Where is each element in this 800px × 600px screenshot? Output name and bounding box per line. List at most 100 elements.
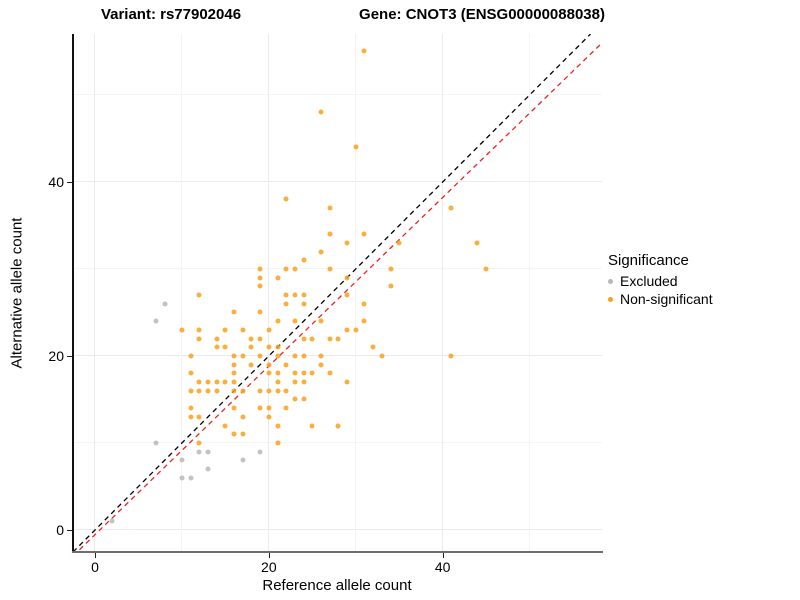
scatter-point-non-significant <box>231 379 237 385</box>
x-gridline <box>442 34 444 552</box>
scatter-point-non-significant <box>301 301 307 307</box>
x-axis-label: Reference allele count <box>262 577 412 594</box>
y-tick-label: 20 <box>48 347 64 364</box>
scatter-point-non-significant <box>205 388 211 394</box>
scatter-point-excluded <box>153 318 159 324</box>
reference-lines-layer <box>73 34 602 552</box>
scatter-point-non-significant <box>292 266 298 272</box>
scatter-point-non-significant <box>257 309 263 315</box>
scatter-point-non-significant <box>344 327 350 333</box>
scatter-point-non-significant <box>188 405 194 411</box>
scatter-point-non-significant <box>275 370 281 376</box>
x-axis-line <box>72 551 603 553</box>
x-tick <box>94 553 97 558</box>
y-tick-label: 0 <box>56 521 64 538</box>
excluded-point-icon <box>608 278 613 284</box>
scatter-point-non-significant <box>361 231 367 237</box>
scatter-point-non-significant <box>266 344 272 350</box>
y-gridline <box>73 181 602 183</box>
scatter-point-non-significant <box>283 362 289 368</box>
scatter-point-non-significant <box>388 266 394 272</box>
scatter-point-non-significant <box>327 336 333 342</box>
scatter-point-non-significant <box>266 405 272 411</box>
scatter-point-non-significant <box>292 353 298 359</box>
scatter-point-excluded <box>162 301 168 307</box>
gene-title: Gene: CNOT3 (ENSG00000088038) <box>359 6 605 23</box>
scatter-point-non-significant <box>361 318 367 324</box>
scatter-point-non-significant <box>257 283 263 289</box>
scatter-point-non-significant <box>240 353 246 359</box>
scatter-point-non-significant <box>483 266 489 272</box>
scatter-point-non-significant <box>196 388 202 394</box>
scatter-point-non-significant <box>309 423 315 429</box>
scatter-point-non-significant <box>240 327 246 333</box>
y-gridline <box>73 442 602 444</box>
scatter-point-non-significant <box>448 205 454 211</box>
scatter-point-non-significant <box>275 440 281 446</box>
scatter-point-non-significant <box>344 292 350 298</box>
y-tick <box>67 181 72 184</box>
scatter-point-non-significant <box>396 240 402 246</box>
x-gridline <box>268 34 270 552</box>
scatter-point-excluded <box>205 466 211 472</box>
scatter-point-non-significant <box>292 396 298 402</box>
scatter-point-non-significant <box>283 301 289 307</box>
scatter-point-non-significant <box>231 362 237 368</box>
y-axis-label: Alternative allele count <box>8 217 26 369</box>
y-gridline <box>73 268 602 270</box>
legend-item-label: Non-significant <box>620 291 713 307</box>
scatter-point-non-significant <box>214 388 220 394</box>
scatter-point-non-significant <box>361 48 367 54</box>
scatter-point-non-significant <box>301 336 307 342</box>
scatter-point-non-significant <box>275 275 281 281</box>
scatter-point-non-significant <box>327 205 333 211</box>
scatter-point-non-significant <box>318 353 324 359</box>
scatter-point-non-significant <box>275 379 281 385</box>
scatter-point-non-significant <box>188 388 194 394</box>
scatter-point-non-significant <box>327 231 333 237</box>
scatter-point-non-significant <box>266 362 272 368</box>
x-tick-label: 40 <box>434 559 451 575</box>
scatter-point-non-significant <box>353 144 359 150</box>
scatter-point-non-significant <box>309 370 315 376</box>
scatter-point-excluded <box>257 449 263 455</box>
scatter-point-non-significant <box>196 327 202 333</box>
scatter-point-non-significant <box>301 292 307 298</box>
scatter-point-non-significant <box>257 388 263 394</box>
x-tick-label: 20 <box>261 559 277 575</box>
x-gridline <box>94 34 96 552</box>
scatter-point-excluded <box>240 457 246 463</box>
scatter-point-excluded <box>109 518 115 524</box>
x-tick-label: 0 <box>91 559 99 575</box>
scatter-point-non-significant <box>474 240 480 246</box>
scatter-point-non-significant <box>231 370 237 376</box>
scatter-point-non-significant <box>222 379 228 385</box>
scatter-point-non-significant <box>248 336 254 342</box>
x-tick <box>442 553 445 558</box>
scatter-point-non-significant <box>196 440 202 446</box>
scatter-point-non-significant <box>335 336 341 342</box>
x-gridline <box>355 34 357 552</box>
scatter-point-non-significant <box>231 431 237 437</box>
scatter-point-excluded <box>179 457 185 463</box>
y-tick-label: 40 <box>48 173 64 190</box>
scatter-point-non-significant <box>283 292 289 298</box>
scatter-point-non-significant <box>344 240 350 246</box>
y-tick <box>67 529 72 532</box>
scatter-point-non-significant <box>283 196 289 202</box>
scatter-point-non-significant <box>248 344 254 350</box>
scatter-point-non-significant <box>257 336 263 342</box>
y-tick <box>67 355 72 358</box>
scatter-point-non-significant <box>240 414 246 420</box>
scatter-point-excluded <box>179 475 185 481</box>
scatter-point-non-significant <box>318 362 324 368</box>
scatter-point-non-significant <box>257 275 263 281</box>
scatter-point-non-significant <box>388 283 394 289</box>
scatter-point-non-significant <box>188 414 194 420</box>
scatter-point-non-significant <box>301 370 307 376</box>
legend-item-non-significant: Non-significant <box>608 290 713 308</box>
scatter-point-non-significant <box>266 370 272 376</box>
y-gridline <box>73 529 602 531</box>
plot-panel <box>73 34 602 552</box>
